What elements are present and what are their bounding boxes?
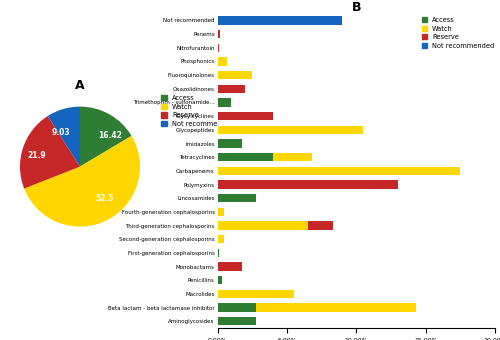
- Bar: [218, 235, 224, 243]
- Bar: [218, 16, 342, 24]
- Bar: [218, 276, 222, 284]
- Bar: [218, 98, 232, 106]
- Bar: [218, 126, 363, 134]
- Bar: [218, 30, 220, 38]
- Bar: [218, 71, 252, 79]
- Text: 52.5: 52.5: [96, 194, 114, 203]
- Text: 16.42: 16.42: [98, 131, 122, 140]
- Bar: [218, 139, 242, 148]
- Bar: [218, 317, 256, 325]
- Bar: [218, 249, 219, 257]
- Bar: [218, 181, 398, 189]
- Bar: [218, 194, 256, 202]
- Wedge shape: [20, 116, 80, 189]
- Title: B: B: [352, 1, 361, 14]
- Wedge shape: [24, 136, 140, 226]
- Bar: [256, 304, 416, 312]
- Bar: [218, 153, 273, 161]
- Text: 9.03: 9.03: [52, 128, 70, 137]
- Bar: [218, 85, 245, 93]
- Legend: Access, Watch, Reserve, Not recommended: Access, Watch, Reserve, Not recommended: [422, 17, 494, 49]
- Legend: Access, Watch, Reserve, Not recommended: Access, Watch, Reserve, Not recommended: [162, 95, 234, 127]
- Bar: [218, 167, 460, 175]
- Wedge shape: [80, 107, 132, 167]
- Bar: [308, 221, 332, 230]
- Text: 21.9: 21.9: [27, 151, 46, 160]
- Bar: [218, 290, 294, 298]
- Bar: [218, 208, 224, 216]
- Bar: [218, 262, 242, 271]
- Bar: [218, 221, 308, 230]
- Bar: [218, 304, 256, 312]
- Bar: [273, 153, 312, 161]
- Title: A: A: [75, 79, 85, 91]
- Bar: [218, 57, 227, 66]
- Wedge shape: [48, 107, 80, 167]
- Bar: [218, 44, 219, 52]
- Bar: [218, 112, 273, 120]
